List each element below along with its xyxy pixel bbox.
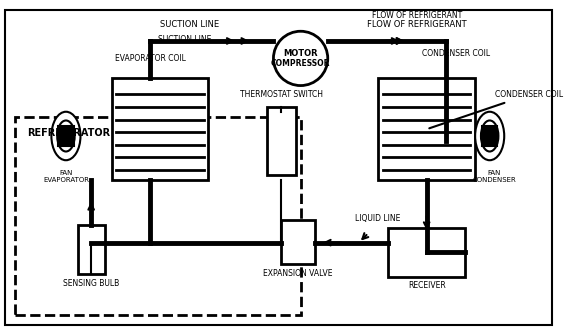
Ellipse shape xyxy=(481,121,498,151)
Bar xyxy=(58,126,73,146)
Text: FAN: FAN xyxy=(488,170,501,176)
Text: THERMOSTAT SWITCH: THERMOSTAT SWITCH xyxy=(240,90,323,99)
Text: FLOW OF REFRIGERANT: FLOW OF REFRIGERANT xyxy=(372,11,462,20)
Text: SUCTION LINE: SUCTION LINE xyxy=(157,35,211,44)
Bar xyxy=(281,220,315,264)
Text: CONDENSER: CONDENSER xyxy=(472,177,517,183)
Polygon shape xyxy=(378,78,475,180)
Bar xyxy=(267,107,296,175)
Ellipse shape xyxy=(52,112,80,160)
Text: FAN: FAN xyxy=(59,170,73,176)
Text: EXPANSION VALVE: EXPANSION VALVE xyxy=(263,269,332,278)
Text: EVAPORATOR COIL: EVAPORATOR COIL xyxy=(115,54,186,63)
Ellipse shape xyxy=(475,112,504,160)
Bar xyxy=(77,225,104,274)
Text: LIQUID LINE: LIQUID LINE xyxy=(355,214,401,223)
Text: SUCTION LINE: SUCTION LINE xyxy=(160,20,219,29)
Text: RECEIVER: RECEIVER xyxy=(408,281,445,290)
Text: COMPRESSOR: COMPRESSOR xyxy=(271,59,331,68)
Ellipse shape xyxy=(57,121,75,151)
Text: CONDENSER COIL: CONDENSER COIL xyxy=(429,90,563,128)
Text: SENSING BULB: SENSING BULB xyxy=(63,278,119,287)
Polygon shape xyxy=(111,78,208,180)
Bar xyxy=(388,228,466,277)
Text: MOTOR: MOTOR xyxy=(284,49,318,58)
Text: FLOW OF REFRIGERANT: FLOW OF REFRIGERANT xyxy=(367,20,467,29)
Bar xyxy=(482,126,498,146)
Text: CONDENSER COIL: CONDENSER COIL xyxy=(422,49,490,58)
Text: EVAPORATOR: EVAPORATOR xyxy=(43,177,89,183)
Ellipse shape xyxy=(273,31,328,85)
Text: REFRIGERATOR: REFRIGERATOR xyxy=(27,128,110,138)
